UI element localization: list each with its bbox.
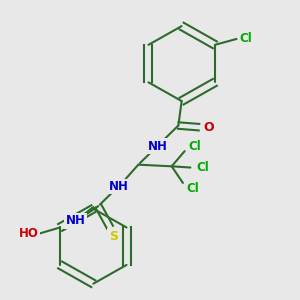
Text: NH: NH	[66, 214, 86, 227]
Text: Cl: Cl	[239, 32, 252, 46]
Text: O: O	[203, 121, 214, 134]
Text: HO: HO	[19, 227, 39, 240]
Text: NH: NH	[108, 180, 128, 193]
Text: Cl: Cl	[196, 161, 209, 174]
Text: Cl: Cl	[189, 140, 201, 153]
Text: NH: NH	[147, 140, 167, 153]
Text: S: S	[109, 230, 118, 243]
Text: Cl: Cl	[186, 182, 199, 195]
